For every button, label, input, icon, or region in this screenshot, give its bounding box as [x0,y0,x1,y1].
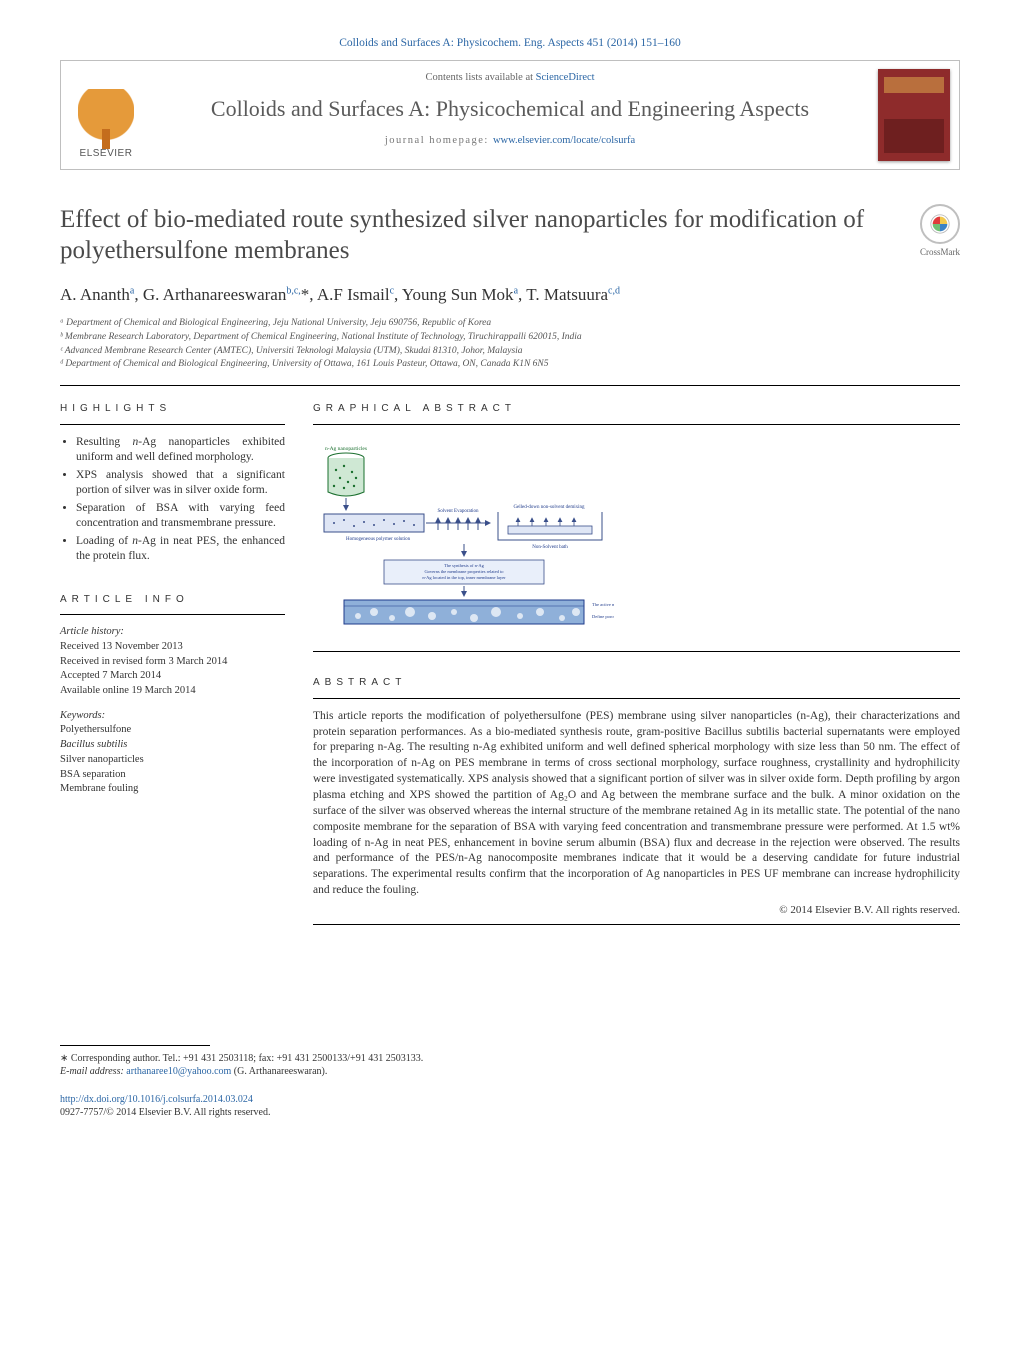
history-line: Received 13 November 2013 [60,640,285,655]
ga-label-result1: The synthesis of n-Ag [444,563,485,568]
publisher-logo-cell: ELSEVIER [61,61,151,169]
keywords-label: Keywords: [60,709,285,724]
elsevier-logo: ELSEVIER [78,89,134,161]
graphical-abstract-svg: n-Ag nanoparticles Hom [314,440,614,630]
elsevier-tree-icon [78,89,134,145]
highlights-heading: HIGHLIGHTS [60,402,285,425]
highlight-item: Separation of BSA with varying feed conc… [76,501,285,532]
abstract-section: ABSTRACT This article reports the modifi… [313,676,960,925]
article-title: Effect of bio-mediated route synthesized… [60,204,902,267]
journal-header-mid: Contents lists available at ScienceDirec… [151,61,869,169]
crossmark-icon [920,204,960,244]
email-label: E-mail address: [60,1066,126,1077]
corresponding-author-line: ∗ Corresponding author. Tel.: +91 431 25… [60,1052,960,1066]
journal-cover-cell [869,61,959,169]
ga-label-mix: Homogeneous polymer solution [346,537,411,542]
history-line: Received in revised form 3 March 2014 [60,655,285,670]
contents-prefix: Contents lists available at [425,72,535,83]
ga-label-result2: Governs the membrane properties related … [424,569,504,574]
crossmark-label: CrossMark [920,246,960,258]
rule-below-ga [313,651,960,652]
highlight-item: Loading of n-Ag in neat PES, the enhance… [76,534,285,565]
ga-label-mem2: Define porous layer [592,614,614,619]
authors-line: A. Anantha, G. Arthanareeswaranb,c,*, A.… [60,284,960,307]
keyword-line: Membrane fouling [60,782,285,797]
article-info-heading: ARTICLE INFO [60,593,285,616]
article-history-lines: Received 13 November 2013Received in rev… [60,640,285,699]
journal-homepage-label: journal homepage: [385,135,493,146]
highlights-section: HIGHLIGHTS Resulting n-Ag nanoparticles … [60,402,285,565]
journal-homepage-link[interactable]: www.elsevier.com/locate/colsurfa [493,135,635,146]
ga-label-evap: Solvent Evaporation [438,509,479,514]
abstract-copyright: © 2014 Elsevier B.V. All rights reserved… [313,903,960,918]
journal-homepage-line: journal homepage: www.elsevier.com/locat… [159,134,861,148]
email-paren: (G. Arthanareeswaran). [231,1066,327,1077]
email-line: E-mail address: arthanaree10@yahoo.com (… [60,1065,960,1079]
contents-lists-line: Contents lists available at ScienceDirec… [159,71,861,85]
keyword-line: BSA separation [60,768,285,783]
two-column-region: HIGHLIGHTS Resulting n-Ag nanoparticles … [60,402,960,925]
highlight-item: XPS analysis showed that a significant p… [76,468,285,499]
journal-header-box: ELSEVIER Contents lists available at Sci… [60,60,960,170]
top-citation-text: Colloids and Surfaces A: Physicochem. En… [339,37,680,49]
top-citation: Colloids and Surfaces A: Physicochem. En… [60,36,960,52]
right-column: GRAPHICAL ABSTRACT n-Ag nanoparticles [313,402,960,925]
affiliation-line: ᵈ Department of Chemical and Biological … [60,358,960,371]
highlights-list: Resulting n-Ag nanoparticles exhibited u… [60,435,285,565]
highlight-item: Resulting n-Ag nanoparticles exhibited u… [76,435,285,466]
email-link[interactable]: arthanaree10@yahoo.com [126,1066,231,1077]
journal-title: Colloids and Surfaces A: Physicochemical… [159,95,861,123]
doi-link[interactable]: http://dx.doi.org/10.1016/j.colsurfa.201… [60,1094,253,1105]
bottom-identifiers: http://dx.doi.org/10.1016/j.colsurfa.201… [60,1093,960,1120]
issn-copyright-line: 0927-7757/© 2014 Elsevier B.V. All right… [60,1106,960,1120]
history-line: Available online 19 March 2014 [60,684,285,699]
rule-below-abstract [313,924,960,925]
title-row: Effect of bio-mediated route synthesized… [60,204,960,267]
keyword-line: Bacillus subtilis [60,738,285,753]
keywords-block: Keywords: PolyethersulfoneBacillus subti… [60,709,285,797]
rule-below-affiliations [60,385,960,386]
graphical-abstract-section: GRAPHICAL ABSTRACT n-Ag nanoparticles [313,402,960,652]
ga-label-bath: Non-Solvent bath [532,545,568,550]
journal-cover-thumb [878,69,950,161]
ga-label-beaker: n-Ag nanoparticles [325,446,367,452]
history-line: Accepted 7 March 2014 [60,669,285,684]
article-history-label: Article history: [60,625,285,640]
sciencedirect-link[interactable]: ScienceDirect [536,72,595,83]
footnotes: ∗ Corresponding author. Tel.: +91 431 25… [60,1052,960,1079]
elsevier-word: ELSEVIER [80,147,133,161]
abstract-text: This article reports the modification of… [313,709,960,899]
graphical-abstract-heading: GRAPHICAL ABSTRACT [313,402,960,425]
article-info-body: Article history: Received 13 November 20… [60,625,285,797]
ga-label-mem1: The active membrane layer [592,602,614,607]
article-info-section: ARTICLE INFO Article history: Received 1… [60,593,285,797]
abstract-heading: ABSTRACT [313,676,960,699]
affiliation-line: ᶜ Advanced Membrane Research Center (AMT… [60,345,960,358]
affiliation-line: ᵃ Department of Chemical and Biological … [60,317,960,330]
keywords-lines: PolyethersulfoneBacillus subtilisSilver … [60,723,285,796]
crossmark-badge[interactable]: CrossMark [920,204,960,258]
graphical-abstract-figure: n-Ag nanoparticles Hom [313,435,613,652]
footnote-separator [60,1045,210,1046]
ga-label-nonsolvent: Gelled-down non-solvent demixing [513,505,585,510]
affiliation-line: ᵇ Membrane Research Laboratory, Departme… [60,331,960,344]
keyword-line: Silver nanoparticles [60,753,285,768]
keyword-line: Polyethersulfone [60,723,285,738]
left-column: HIGHLIGHTS Resulting n-Ag nanoparticles … [60,402,285,925]
affiliations: ᵃ Department of Chemical and Biological … [60,317,960,371]
